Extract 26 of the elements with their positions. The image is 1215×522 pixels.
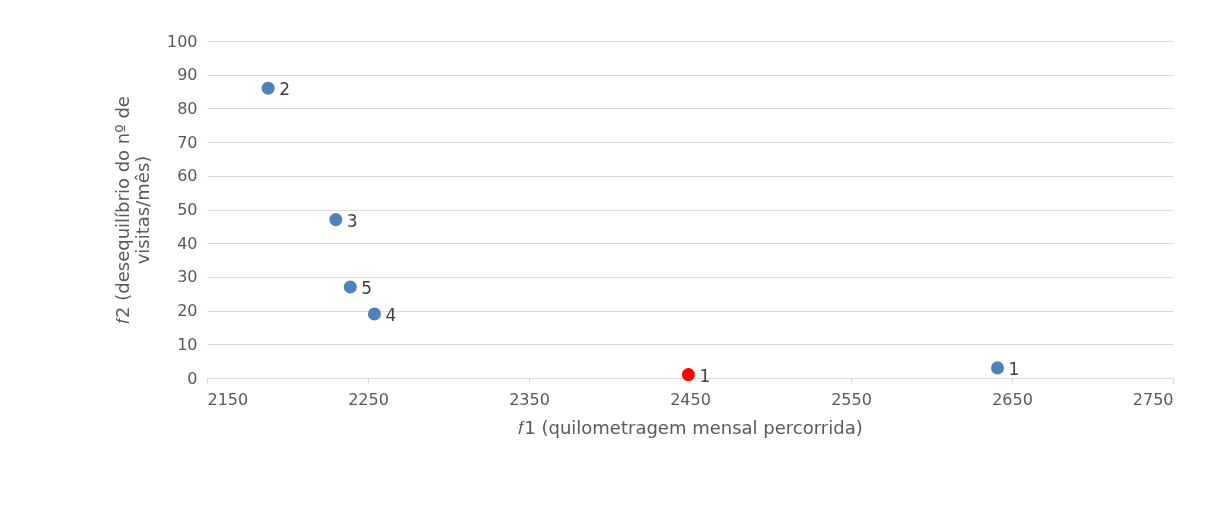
y-tick-label: 90 xyxy=(177,65,198,85)
annotation: 3 xyxy=(346,210,358,231)
x-tick-label: 2750 xyxy=(1132,389,1174,409)
x-tick-label: 2550 xyxy=(831,389,872,409)
y-axis-title: 𝑓2 (desequilíbrio do nº de visitas/mês) xyxy=(111,96,153,324)
annotation: 1 xyxy=(1008,358,1020,379)
y-tick-label: 0 xyxy=(187,368,198,388)
y-tick-label: 40 xyxy=(177,233,198,253)
y-tick-label: 80 xyxy=(177,98,198,118)
y-tick-label: 30 xyxy=(177,267,198,287)
y-tick-label: 60 xyxy=(177,166,198,186)
y-tick-label: 70 xyxy=(177,132,198,152)
x-tick-label: 2650 xyxy=(992,389,1033,409)
y-tick-label: 100 xyxy=(166,31,198,51)
annotation: 2 xyxy=(279,79,291,100)
x-tick-label: 2250 xyxy=(348,389,389,409)
annotation: 4 xyxy=(385,304,397,325)
x-tick-label: 2150 xyxy=(207,389,249,409)
y-tick-label: 20 xyxy=(177,301,198,321)
annotation: 5 xyxy=(361,278,373,299)
x-tick-label: 2350 xyxy=(509,389,550,409)
annotation: 1 xyxy=(699,365,711,386)
x-tick-label: 2450 xyxy=(670,389,711,409)
x-axis-title: 𝑓1 (quilometragem mensal percorrida) xyxy=(518,416,863,438)
y-tick-label: 50 xyxy=(177,200,198,219)
y-tick-label: 10 xyxy=(177,334,198,354)
